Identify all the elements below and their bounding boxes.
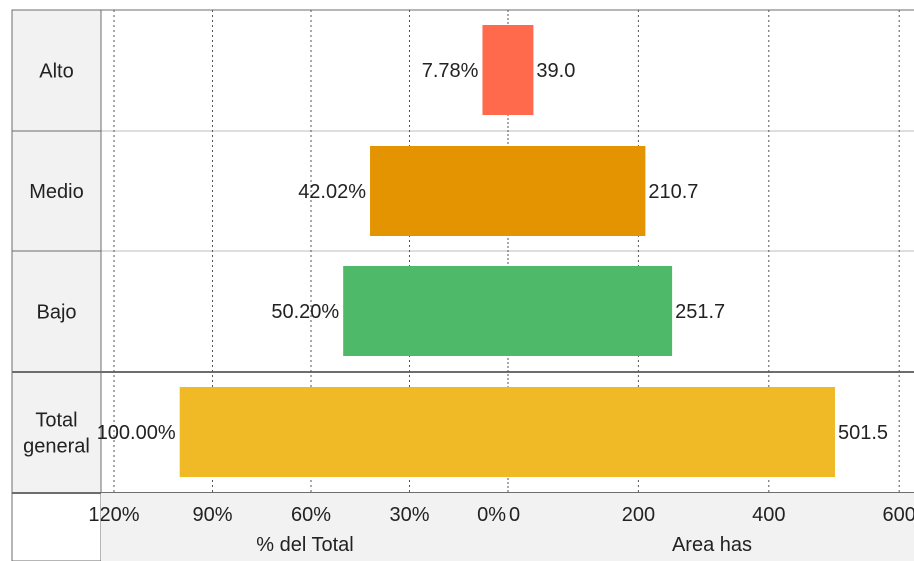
bar-area bbox=[508, 387, 835, 477]
x-tick-label-pct: 30% bbox=[389, 504, 429, 526]
x-tick-label-area: 200 bbox=[622, 504, 655, 526]
x-axis-title-pct: % del Total bbox=[256, 534, 353, 556]
x-tick-label-pct: 0% bbox=[477, 504, 506, 526]
area-value-label: 251.7 bbox=[675, 301, 725, 323]
pct-value-label: 50.20% bbox=[271, 301, 339, 323]
bar-area bbox=[508, 266, 673, 356]
x-axis: 120% 90% 60% 30% 0% 0 200 400 600 % del Total Area… bbox=[88, 493, 914, 561]
area-value-label: 39.0 bbox=[536, 60, 575, 82]
bar-pct bbox=[343, 266, 508, 356]
pct-value-label: 7.78% bbox=[422, 60, 479, 82]
x-tick-label-pct: 60% bbox=[291, 504, 331, 526]
bar-pct bbox=[179, 387, 508, 477]
row-header-cell bbox=[11, 130, 102, 252]
pct-value-label: 42.02% bbox=[298, 181, 366, 203]
x-tick-label-pct: 120% bbox=[88, 504, 139, 526]
row-header-label: Bajo bbox=[36, 302, 76, 324]
x-axis-title-area: Area has bbox=[672, 534, 752, 556]
row-header-label: Alto bbox=[39, 61, 73, 83]
data-labels: 7.78% 39.0 42.02% 210.7 50.20% 251.7 100.00% 50… bbox=[97, 60, 888, 444]
row-header-cell bbox=[11, 371, 102, 494]
x-tick-label-pct: 90% bbox=[192, 504, 232, 526]
row-header-label: general bbox=[23, 436, 90, 458]
x-tick-label-area: 600 bbox=[883, 504, 914, 526]
axis-band bbox=[101, 493, 914, 561]
pct-value-label: 100.00% bbox=[97, 422, 176, 444]
bar-pct bbox=[370, 146, 508, 236]
bar-pct bbox=[482, 25, 508, 115]
row-header-label: Medio bbox=[29, 181, 83, 203]
x-tick-label-area: 400 bbox=[752, 504, 785, 526]
x-tick-label-area: 0 bbox=[509, 504, 520, 526]
bars bbox=[179, 25, 835, 477]
row-header-cell bbox=[11, 9, 102, 132]
row-headers: Alto Medio Bajo Total general bbox=[11, 9, 102, 561]
bar-area bbox=[508, 25, 534, 115]
bar-area bbox=[508, 146, 646, 236]
row-header-cell bbox=[11, 250, 102, 373]
area-value-label: 501.5 bbox=[838, 422, 888, 444]
row-header-label: Total bbox=[35, 410, 77, 432]
area-value-label: 210.7 bbox=[648, 181, 698, 203]
